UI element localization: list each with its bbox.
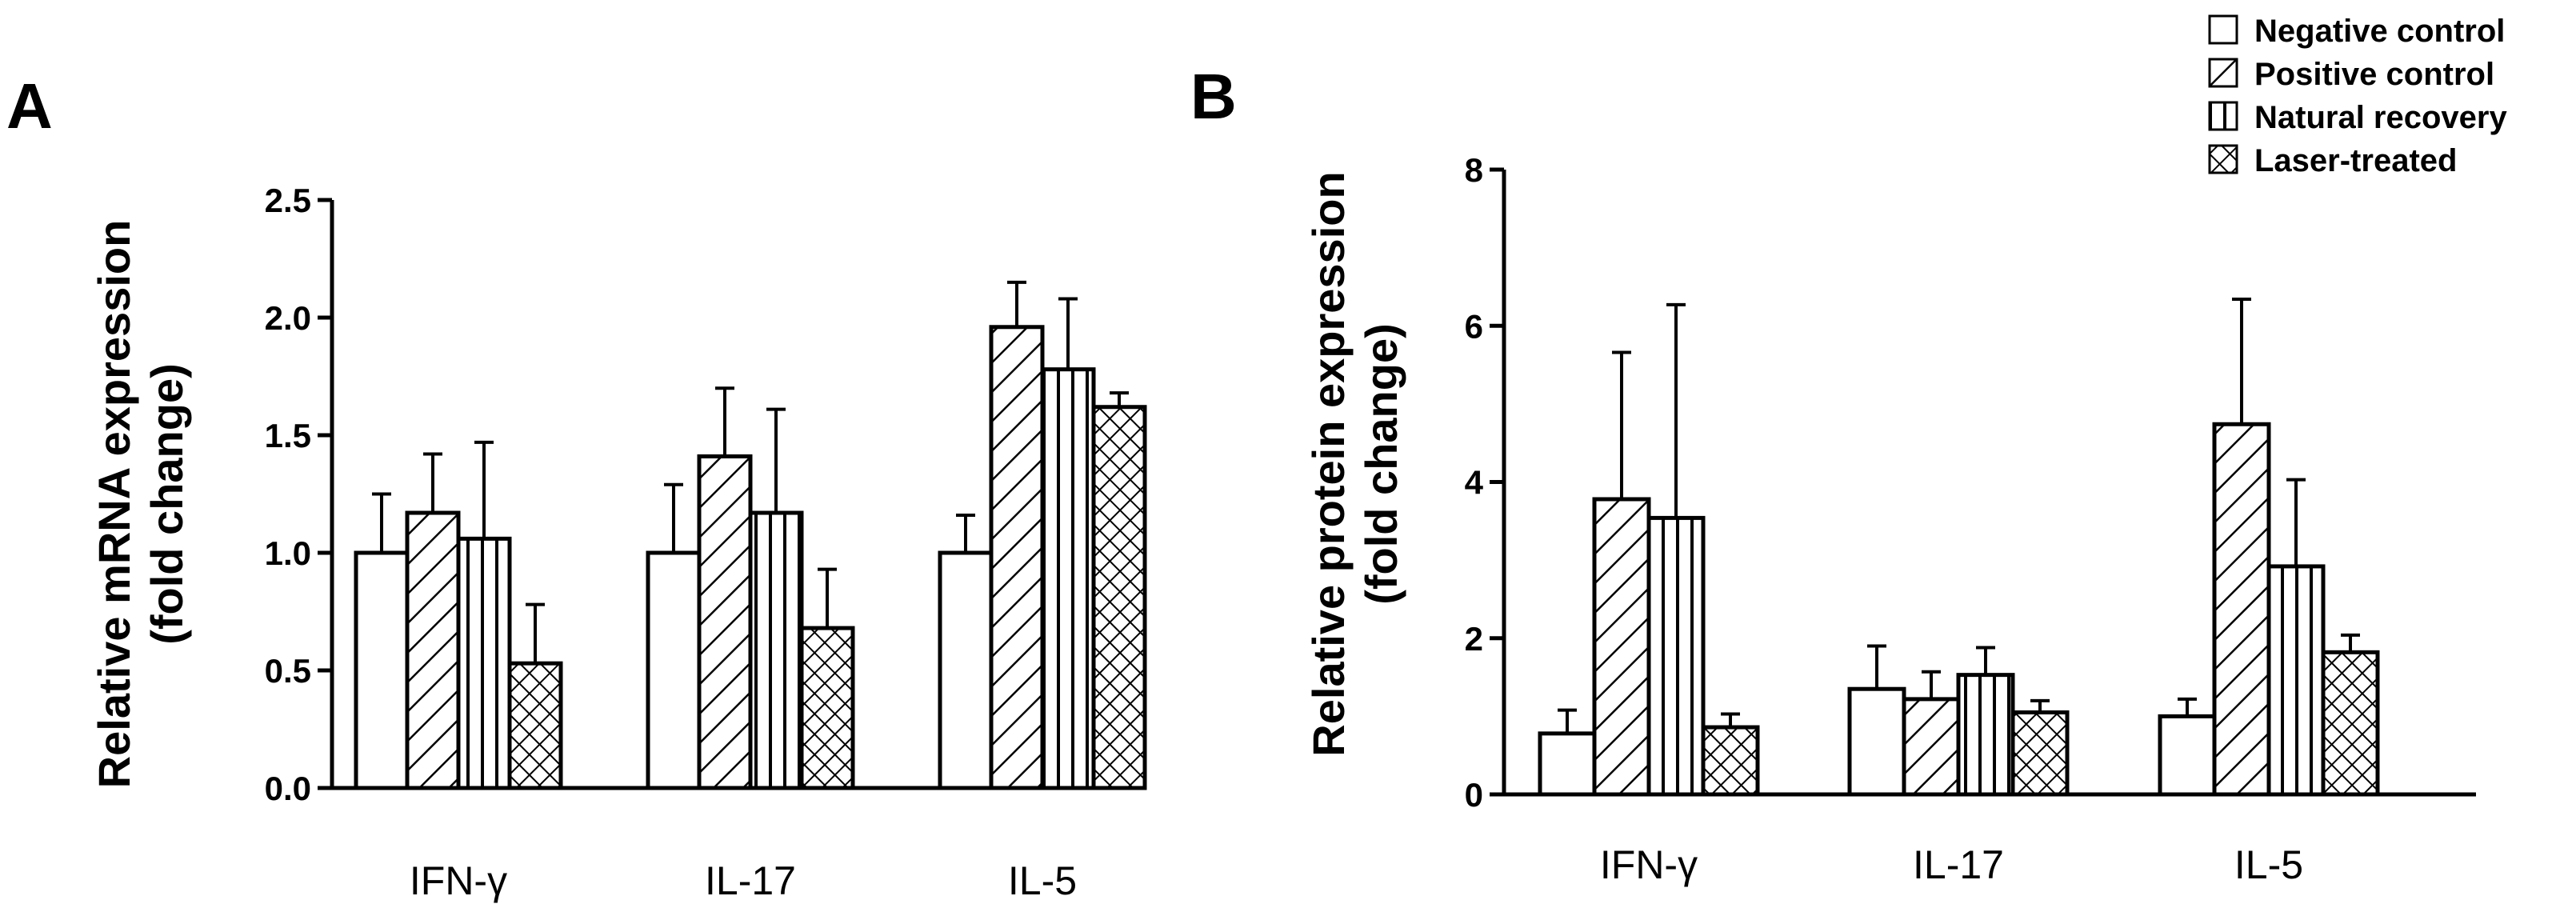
panel-a-bar-laser-treated: [799, 626, 855, 790]
panel-a-bar-laser-treated: [507, 661, 563, 790]
legend-label-positive-control: Positive control: [2254, 57, 2494, 92]
panel-a-ytick-label: 2.5: [265, 182, 311, 219]
panel-a-xtick-label: IFN-γ: [410, 858, 507, 903]
panel-b-bar-natural-recovery: [1646, 515, 1706, 797]
legend-swatch-negative-control: [2208, 14, 2238, 45]
legend-swatch-positive-control: [2208, 58, 2238, 88]
panel-b-ylabel-line1: Relative protein expression: [1303, 171, 1354, 756]
panel-a-bar-negative-control: [354, 550, 410, 790]
panel-a-ytick-label: 2.0: [265, 299, 311, 337]
panel-b-plot: 0 2 4 6 8 IFN-γ IL-17 IL-5: [1465, 151, 2476, 887]
legend-label-negative-control: Negative control: [2254, 14, 2505, 49]
panel-b-ytick-label: 6: [1465, 307, 1483, 345]
panel-letter-b: B: [1190, 61, 1237, 132]
panel-a-ytick-label: 1.0: [265, 534, 311, 572]
legend: Negative control Positive control Natura…: [2208, 14, 2507, 178]
panel-a-bar-natural-recovery: [748, 510, 804, 790]
legend-swatch-laser-treated: [2208, 144, 2238, 174]
panel-b-bar-laser-treated: [2321, 650, 2380, 797]
panel-a-ytick-label: 0.5: [265, 652, 311, 690]
panel-a-bar-laser-treated: [1091, 405, 1147, 790]
panel-a-bar-natural-recovery: [456, 536, 512, 790]
legend-label-laser-treated: Laser-treated: [2254, 143, 2457, 178]
panel-letter-a: A: [6, 70, 53, 142]
panel-a-bar-positive-control: [405, 510, 461, 790]
panel-a-bar-negative-control: [938, 550, 994, 790]
panel-a-ylabel-line1: Relative mRNA expression: [89, 220, 139, 789]
panel-b-bar-laser-treated: [2010, 710, 2070, 797]
panel-b-ytick-label: 2: [1465, 620, 1483, 658]
panel-b-ytick-label: 8: [1465, 151, 1483, 189]
panel-b-xtick-label: IFN-γ: [1600, 842, 1698, 887]
panel-b-bar-natural-recovery: [2266, 564, 2326, 797]
legend-label-natural-recovery: Natural recovery: [2254, 100, 2507, 135]
panel-a-bar-positive-control: [697, 454, 753, 790]
panel-a-xtick-label: IL-17: [705, 858, 796, 903]
panel-a-ytick-label: 0.0: [265, 770, 311, 807]
panel-b-xtick-label: IL-5: [2234, 842, 2303, 887]
panel-b-bar-laser-treated: [1701, 725, 1760, 797]
panel-b-xtick-label: IL-17: [1913, 842, 2004, 887]
panel-b-ytick-label: 4: [1465, 464, 1484, 502]
panel-b-bar-negative-control: [1538, 731, 1597, 797]
panel-a-bar-positive-control: [989, 325, 1045, 790]
panel-b-ytick-label: 0: [1465, 776, 1483, 814]
panel-b-ylabel-line2: (fold change): [1356, 323, 1406, 605]
panel-b-bar-natural-recovery: [1956, 673, 2015, 797]
legend-swatch-natural-recovery: [2208, 101, 2238, 131]
panel-a-xtick-label: IL-5: [1008, 858, 1077, 903]
panel-b-bar-positive-control: [1592, 497, 1651, 797]
panel-b-bar-negative-control: [2158, 714, 2217, 797]
panel-a-bar-negative-control: [646, 550, 702, 790]
panel-a-plot: 0.0 0.5 1.0 1.5 2.0 2.5 IFN-γ IL-17 IL-5: [265, 182, 1147, 903]
panel-b-bar-negative-control: [1847, 686, 1906, 797]
panel-a-ytick-label: 1.5: [265, 417, 311, 454]
panel-b-bar-positive-control: [2212, 422, 2271, 797]
panel-b-bar-positive-control: [1902, 697, 1961, 797]
panel-a-bar-natural-recovery: [1040, 367, 1096, 790]
panel-a-ylabel-line2: (fold change): [142, 363, 192, 645]
